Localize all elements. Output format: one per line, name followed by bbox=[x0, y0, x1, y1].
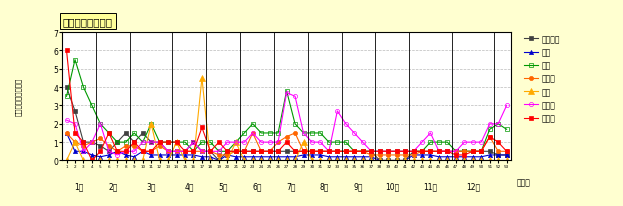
Text: 10月: 10月 bbox=[385, 181, 399, 190]
今治 bbox=[334, 141, 341, 144]
松山市 bbox=[503, 150, 510, 153]
西条 bbox=[503, 154, 510, 156]
宇和島 bbox=[190, 150, 197, 153]
Line: 宇和島: 宇和島 bbox=[64, 49, 509, 163]
今治 bbox=[190, 150, 197, 153]
松山市 bbox=[334, 150, 341, 153]
Line: 中子: 中子 bbox=[64, 76, 510, 163]
西条 bbox=[410, 154, 417, 156]
四国中央 bbox=[63, 87, 70, 89]
西条 bbox=[351, 156, 358, 158]
宇和島 bbox=[351, 150, 358, 153]
Text: 3月: 3月 bbox=[146, 181, 156, 190]
宇和島 bbox=[325, 150, 333, 153]
宇和島 bbox=[63, 50, 70, 53]
Text: 定点当たり報告者数: 定点当たり報告者数 bbox=[16, 78, 22, 116]
今治 bbox=[368, 150, 375, 153]
Text: 5月: 5月 bbox=[218, 181, 228, 190]
今治 bbox=[63, 96, 70, 98]
八幡浜 bbox=[503, 105, 510, 107]
八幡浜 bbox=[359, 141, 366, 144]
今治 bbox=[503, 128, 510, 131]
四国中央 bbox=[410, 150, 417, 153]
西条 bbox=[215, 159, 222, 162]
四国中央 bbox=[215, 159, 222, 162]
中子 bbox=[325, 159, 333, 162]
西条 bbox=[63, 132, 70, 135]
Line: 八幡浜: 八幡浜 bbox=[64, 91, 509, 157]
西条 bbox=[181, 154, 189, 156]
Text: 12月: 12月 bbox=[466, 181, 480, 190]
西条 bbox=[325, 156, 333, 158]
松山市 bbox=[410, 154, 417, 156]
Legend: 四国中央, 西条, 今治, 松山市, 中子, 八幡浜, 宇和島: 四国中央, 西条, 今治, 松山市, 中子, 八幡浜, 宇和島 bbox=[524, 34, 561, 124]
宇和島 bbox=[460, 154, 468, 156]
八幡浜 bbox=[63, 119, 70, 122]
八幡浜 bbox=[113, 154, 121, 156]
八幡浜 bbox=[418, 141, 426, 144]
今治 bbox=[359, 150, 366, 153]
中子 bbox=[351, 159, 358, 162]
八幡浜 bbox=[368, 150, 375, 153]
四国中央 bbox=[181, 150, 189, 153]
宇和島 bbox=[334, 150, 341, 153]
中子 bbox=[410, 159, 417, 162]
四国中央 bbox=[460, 150, 468, 153]
西条 bbox=[334, 156, 341, 158]
Text: 1月: 1月 bbox=[75, 181, 84, 190]
四国中央 bbox=[325, 150, 333, 153]
中子 bbox=[460, 159, 468, 162]
中子 bbox=[198, 77, 206, 80]
松山市 bbox=[325, 150, 333, 153]
Text: 6月: 6月 bbox=[252, 181, 262, 190]
松山市 bbox=[63, 132, 70, 135]
Line: 西条: 西条 bbox=[64, 131, 509, 163]
八幡浜 bbox=[334, 110, 341, 113]
松山市 bbox=[351, 150, 358, 153]
Line: 松山市: 松山市 bbox=[64, 131, 509, 157]
八幡浜 bbox=[190, 141, 197, 144]
Text: （週）: （週） bbox=[517, 177, 531, 186]
松山市 bbox=[215, 154, 222, 156]
Text: 11月: 11月 bbox=[424, 181, 437, 190]
Line: 四国中央: 四国中央 bbox=[64, 86, 509, 163]
八幡浜 bbox=[283, 92, 290, 94]
松山市 bbox=[181, 150, 189, 153]
宇和島 bbox=[88, 159, 96, 162]
Line: 今治: 今治 bbox=[64, 58, 509, 154]
西条 bbox=[460, 156, 468, 158]
今治 bbox=[418, 150, 426, 153]
中子 bbox=[503, 159, 510, 162]
四国中央 bbox=[503, 154, 510, 156]
四国中央 bbox=[334, 150, 341, 153]
四国中央 bbox=[351, 150, 358, 153]
Text: 保健所別発生動向: 保健所別発生動向 bbox=[63, 17, 113, 27]
今治 bbox=[342, 141, 350, 144]
Text: 9月: 9月 bbox=[354, 181, 363, 190]
中子 bbox=[63, 159, 70, 162]
Text: 7月: 7月 bbox=[286, 181, 295, 190]
宇和島 bbox=[410, 150, 417, 153]
中子 bbox=[334, 159, 341, 162]
宇和島 bbox=[503, 150, 510, 153]
中子 bbox=[181, 159, 189, 162]
今治 bbox=[71, 59, 78, 62]
Text: 8月: 8月 bbox=[320, 181, 330, 190]
Text: 4月: 4月 bbox=[184, 181, 194, 190]
八幡浜 bbox=[342, 123, 350, 125]
松山市 bbox=[460, 150, 468, 153]
今治 bbox=[198, 141, 206, 144]
Text: 2月: 2月 bbox=[108, 181, 118, 190]
